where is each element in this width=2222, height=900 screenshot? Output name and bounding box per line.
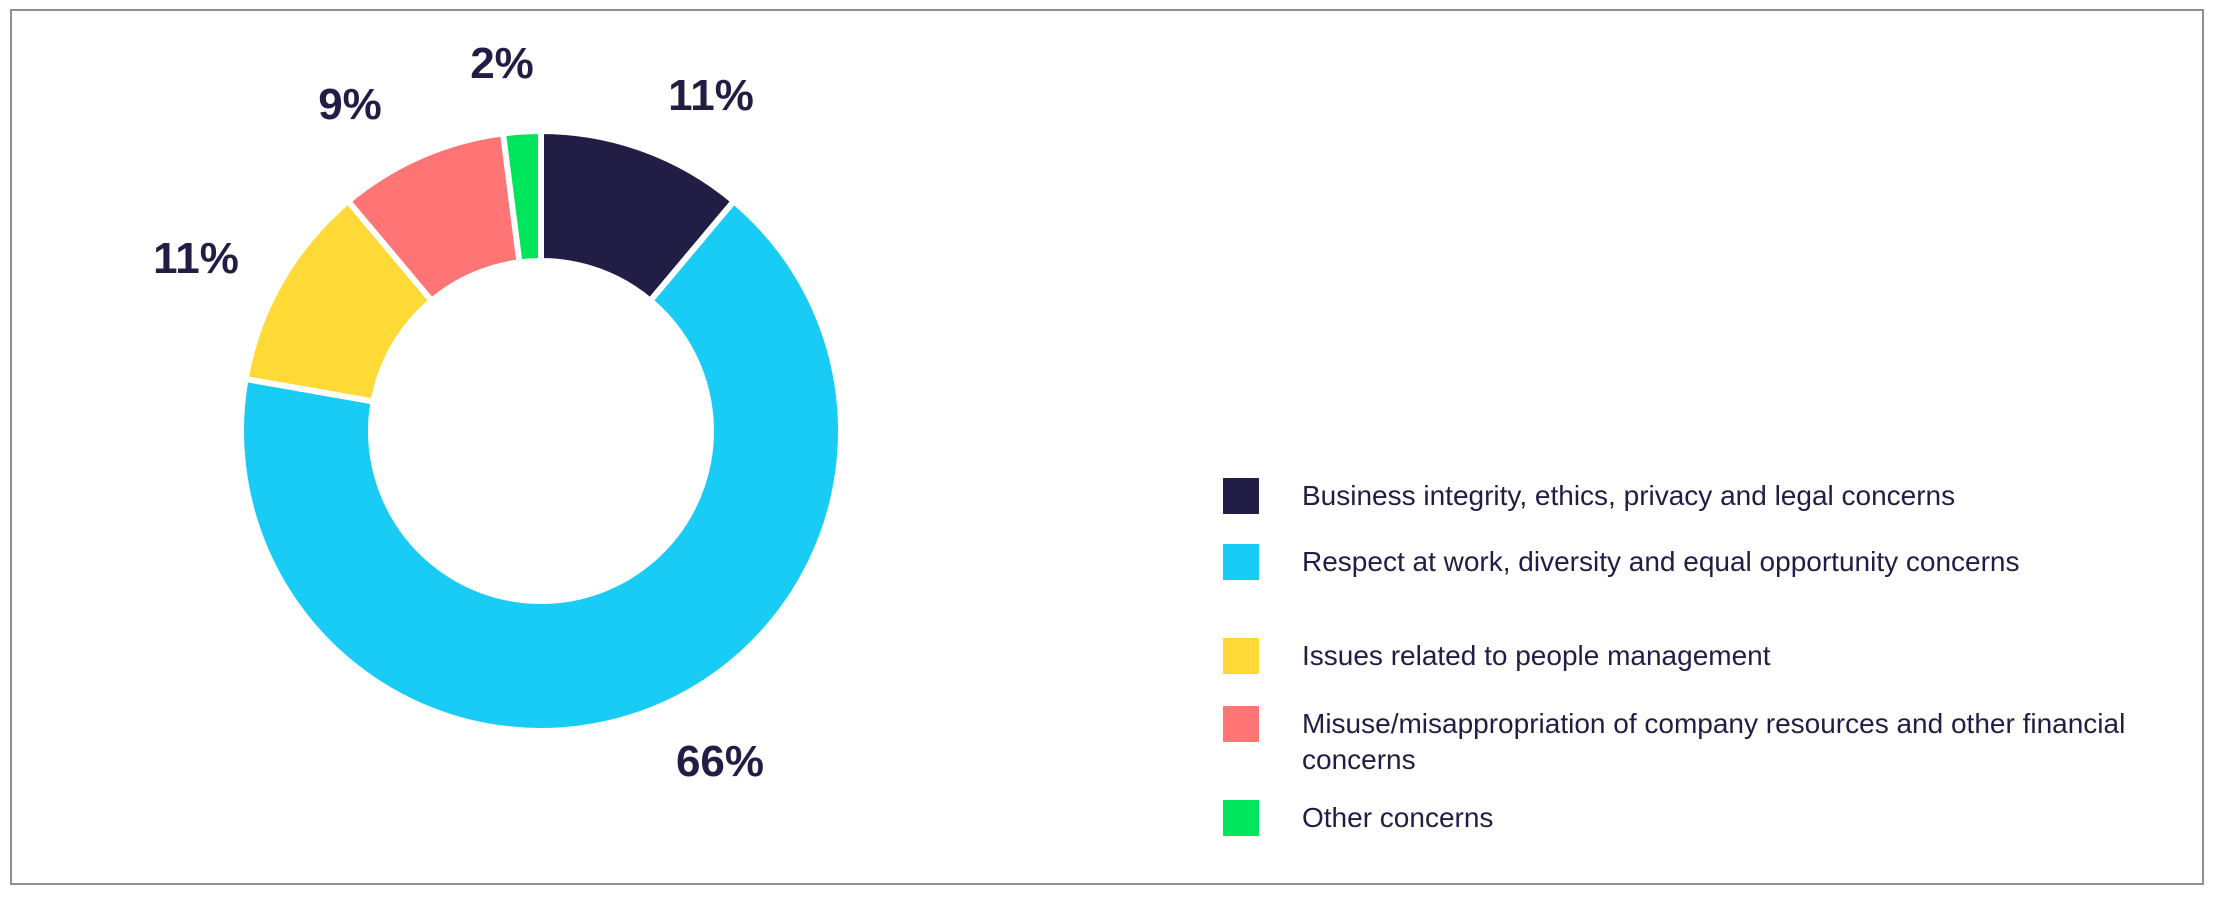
legend-label: Issues related to people management [1302,640,1771,671]
legend-item-people-management: Issues related to people management [1223,638,2122,674]
chart-frame [10,9,2204,885]
legend-swatch [1223,544,1259,580]
donut-slice-4 [499,127,544,266]
legend-label: Misuse/misappropriation of company resou… [1302,708,2126,775]
legend-item-business-integrity: Business integrity, ethics, privacy and … [1223,478,2122,514]
legend-swatch [1223,478,1259,514]
legend-label: Other concerns [1302,802,1494,833]
data-label-business-integrity: 11% [668,71,754,120]
legend-item-other: Other concerns [1223,800,2122,836]
data-label-people-management: 11% [153,234,239,283]
donut-slice-1 [238,196,844,734]
legend-label: Respect at work, diversity and equal opp… [1302,546,2020,577]
legend-swatch [1223,638,1259,674]
legend-item-misuse: Misuse/misappropriation of company resou… [1223,706,2142,778]
data-label-misuse: 9% [318,80,382,129]
data-label-other: 2% [470,39,534,88]
legend-swatch [1223,800,1259,836]
data-label-respect-at-work: 66% [675,737,765,786]
legend-swatch [1223,706,1259,742]
legend-item-respect-at-work: Respect at work, diversity and equal opp… [1223,544,2062,580]
legend-label: Business integrity, ethics, privacy and … [1302,480,1956,511]
